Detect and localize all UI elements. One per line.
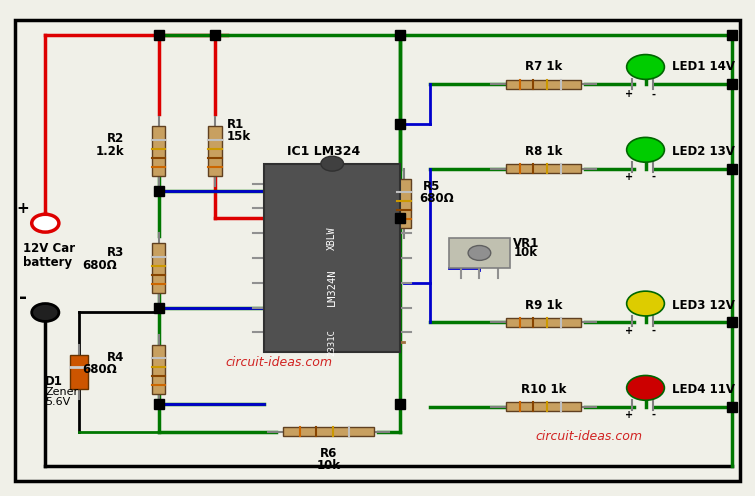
Text: -: - (651, 410, 655, 420)
Bar (208, 126, 222, 176)
Circle shape (627, 291, 664, 316)
Text: +: + (625, 326, 633, 336)
Text: 5.6V: 5.6V (45, 397, 70, 407)
Text: -: - (651, 326, 655, 336)
Text: 680Ω: 680Ω (82, 363, 117, 376)
Circle shape (32, 214, 59, 232)
Bar (506, 164, 581, 173)
Bar (449, 238, 510, 268)
Text: R2: R2 (107, 132, 125, 145)
Text: -: - (651, 89, 655, 99)
Text: -: - (651, 172, 655, 182)
Text: -: - (19, 288, 26, 307)
Text: +: + (625, 410, 633, 420)
Text: LED1 14V: LED1 14V (672, 61, 735, 73)
Bar (152, 345, 165, 394)
Circle shape (32, 304, 59, 321)
Circle shape (321, 156, 344, 171)
Text: 10k: 10k (316, 459, 341, 472)
Text: XBLW: XBLW (327, 226, 337, 250)
Bar (397, 179, 411, 228)
Bar (264, 164, 400, 352)
Circle shape (627, 375, 664, 400)
Text: circuit-ideas.com: circuit-ideas.com (535, 430, 643, 443)
Text: 10k: 10k (513, 247, 538, 259)
Text: R5: R5 (423, 180, 440, 192)
Text: R3: R3 (107, 247, 125, 259)
Text: D1: D1 (45, 375, 63, 388)
Text: 12V Car: 12V Car (23, 242, 75, 254)
Text: R10 1k: R10 1k (521, 383, 566, 396)
Bar (506, 318, 581, 327)
Text: 2331C: 2331C (328, 329, 337, 356)
Text: IC1 LM324: IC1 LM324 (287, 145, 360, 158)
Text: 680Ω: 680Ω (82, 259, 117, 272)
Text: battery: battery (23, 256, 72, 269)
Text: circuit-ideas.com: circuit-ideas.com (226, 356, 333, 369)
Circle shape (627, 137, 664, 162)
Text: R4: R4 (107, 351, 125, 364)
Text: R7 1k: R7 1k (525, 61, 562, 73)
Text: R6: R6 (319, 447, 337, 460)
Bar (152, 126, 165, 176)
Text: R8 1k: R8 1k (525, 145, 562, 158)
Text: +: + (625, 172, 633, 182)
Text: VR1: VR1 (513, 237, 540, 249)
Bar (506, 402, 581, 411)
Text: R1: R1 (226, 118, 244, 130)
Text: 1.2k: 1.2k (96, 145, 125, 158)
Text: LED4 11V: LED4 11V (672, 383, 735, 396)
Text: LM324N: LM324N (327, 269, 337, 307)
Text: 680Ω: 680Ω (419, 192, 454, 205)
Circle shape (627, 55, 664, 79)
Text: Zener: Zener (45, 387, 79, 397)
Text: +: + (17, 201, 29, 216)
Circle shape (468, 246, 491, 260)
Text: +: + (625, 89, 633, 99)
Bar (70, 355, 88, 389)
Text: 15k: 15k (226, 130, 251, 143)
Bar (152, 243, 165, 293)
Text: LED3 12V: LED3 12V (672, 299, 735, 311)
Text: R9 1k: R9 1k (525, 299, 562, 311)
Bar (283, 427, 374, 436)
Bar (506, 80, 581, 89)
Text: LED2 13V: LED2 13V (672, 145, 735, 158)
